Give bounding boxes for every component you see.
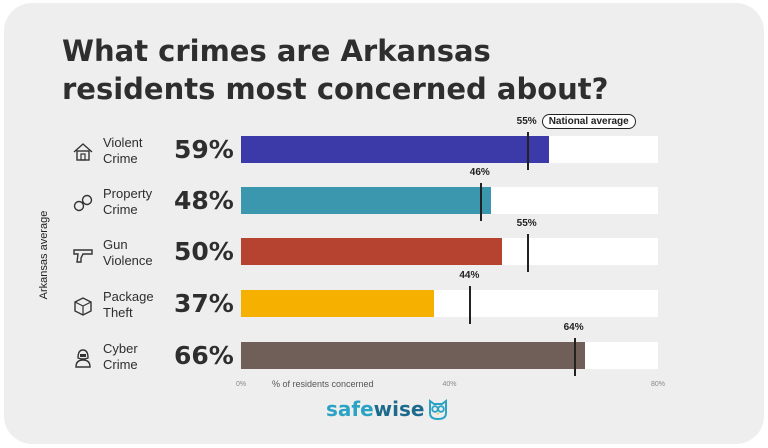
chart-title: What crimes are Arkansas residents most …: [62, 32, 702, 108]
bar-row: Property Crime 48% 46%: [4, 167, 764, 234]
bar-row: Package Theft 37% 44%: [4, 270, 764, 337]
bar: [241, 342, 586, 369]
bar: [241, 187, 492, 214]
chart-card: What crimes are Arkansas residents most …: [4, 3, 764, 444]
category-label: Violent Crime: [103, 135, 173, 167]
category-label-line: Crime: [103, 202, 138, 217]
bar-track: 44%: [241, 270, 658, 324]
value-label: 59%: [174, 135, 234, 164]
category-label: Property Crime: [103, 186, 173, 218]
logo-text: safewise: [326, 397, 424, 421]
owl-icon: [429, 399, 448, 421]
safewise-logo: safewise: [326, 397, 449, 421]
bar-track: 55% National average: [241, 114, 658, 170]
category-label: Cyber Crime: [103, 341, 173, 373]
category-label-line: Property: [103, 186, 153, 201]
bar: [241, 136, 549, 163]
category-label-line: Cyber: [103, 341, 138, 356]
package-icon: [74, 297, 92, 316]
x-tick-0: 0%: [235, 381, 247, 388]
national-average-value: 64%: [563, 322, 584, 333]
national-average-value: 55%: [516, 116, 537, 127]
x-tick-40: 40%: [442, 381, 457, 388]
value-label: 50%: [174, 237, 234, 266]
category-label-line: Theft: [103, 305, 133, 320]
x-axis-label: % of residents concerned: [272, 379, 374, 389]
category-label-line: Crime: [103, 151, 138, 166]
house-icon: [73, 143, 93, 161]
category-label-line: Violence: [103, 253, 153, 268]
bar-track: 64%: [241, 322, 658, 376]
logo-safe: safe: [326, 397, 374, 421]
bar-row: Cyber Crime 66% 64%: [4, 322, 764, 389]
national-average-marker: [469, 286, 472, 324]
national-average-value: 44%: [459, 270, 480, 281]
bar-row: Violent Crime 59% 55% National average: [4, 114, 764, 183]
bar-track: 46%: [241, 167, 658, 221]
category-label-line: Crime: [103, 357, 138, 372]
national-average-marker: [573, 338, 576, 376]
value-label: 37%: [174, 289, 234, 318]
hacker-icon: [75, 349, 91, 368]
national-average-value: 46%: [469, 167, 490, 178]
value-label: 48%: [174, 186, 234, 215]
category-label: Package Theft: [103, 289, 173, 321]
bar: [241, 290, 434, 317]
x-tick-80: 80%: [650, 381, 666, 388]
bar-track: 55%: [241, 218, 658, 272]
value-label: 66%: [174, 341, 234, 370]
national-average-marker: [526, 132, 529, 170]
handcuffs-icon: [73, 194, 93, 212]
national-average-value: 55%: [516, 218, 537, 229]
category-label-line: Package: [103, 289, 154, 304]
gun-icon: [73, 249, 93, 263]
logo-wise: wise: [373, 397, 425, 421]
category-label: Gun Violence: [103, 237, 173, 269]
national-average-marker: [526, 234, 529, 272]
national-average-marker: [479, 183, 482, 221]
category-label-line: Gun: [103, 237, 128, 252]
category-label-line: Violent: [103, 135, 143, 150]
chart-title-line-2: residents most concerned about?: [62, 72, 609, 106]
chart-title-line-1: What crimes are Arkansas: [62, 34, 491, 68]
bar: [241, 238, 502, 265]
bar-row: Gun Violence 50% 55%: [4, 218, 764, 285]
national-average-badge: National average: [541, 114, 636, 129]
